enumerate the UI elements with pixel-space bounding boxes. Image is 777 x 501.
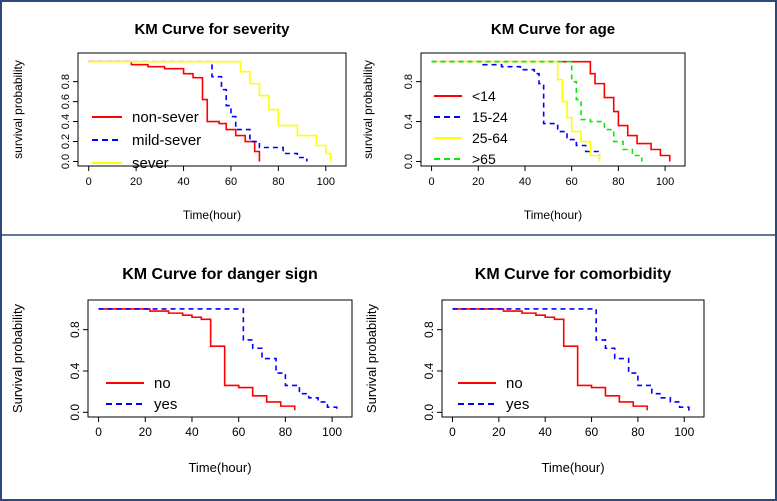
x-tick-label: 80 bbox=[272, 176, 284, 188]
legend-label: <14 bbox=[472, 88, 496, 104]
legend-label: >65 bbox=[472, 151, 496, 167]
y-tick-label: 0.8 bbox=[403, 74, 415, 89]
y-axis-label: Survival probability bbox=[364, 303, 379, 413]
x-tick-label: 80 bbox=[631, 425, 645, 439]
legend-label: 25-64 bbox=[472, 130, 508, 146]
y-tick-label: 0.4 bbox=[60, 114, 72, 129]
x-tick-label: 0 bbox=[95, 425, 102, 439]
x-tick-label: 0 bbox=[86, 176, 92, 188]
x-tick-label: 40 bbox=[539, 425, 553, 439]
km-curve--65 bbox=[431, 60, 643, 162]
km-curve-25-64 bbox=[431, 60, 601, 162]
x-axis-label: Time(hour) bbox=[524, 208, 582, 222]
km-curve-yes bbox=[452, 308, 690, 413]
x-tick-label: 60 bbox=[225, 176, 237, 188]
x-tick-label: 100 bbox=[656, 176, 674, 188]
y-tick-label: 0.8 bbox=[60, 74, 72, 89]
y-tick-label: 0.8 bbox=[422, 321, 436, 338]
x-tick-label: 60 bbox=[585, 425, 599, 439]
x-tick-label: 20 bbox=[472, 176, 484, 188]
y-axis-label: survival probability bbox=[361, 60, 375, 159]
y-tick-label: 0.0 bbox=[68, 404, 82, 421]
y-tick-label: 0.0 bbox=[60, 154, 72, 169]
x-tick-label: 80 bbox=[279, 425, 293, 439]
x-tick-label: 40 bbox=[185, 425, 199, 439]
y-tick-label: 0.4 bbox=[68, 362, 82, 379]
x-axis-label: Time(hour) bbox=[188, 460, 251, 475]
x-tick-label: 100 bbox=[317, 176, 335, 188]
chart-panel-3: KM Curve for danger sign 0 20 40 60 80 100 0.0 0… bbox=[10, 266, 353, 475]
y-tick-label: 0.8 bbox=[68, 321, 82, 338]
km-curve-no bbox=[452, 308, 648, 411]
km-curve-mild-sever bbox=[88, 60, 308, 162]
km-curve-non-sever bbox=[88, 60, 261, 162]
legend-label: no bbox=[154, 375, 171, 392]
x-tick-label: 20 bbox=[139, 425, 153, 439]
x-tick-label: 100 bbox=[674, 425, 694, 439]
km-curve-sever bbox=[88, 60, 332, 162]
y-tick-label: 0.6 bbox=[60, 94, 72, 109]
plot-area bbox=[420, 52, 686, 167]
x-tick-label: 100 bbox=[322, 425, 342, 439]
y-axis-label: survival probability bbox=[11, 60, 25, 159]
chart-panel-2: KM Curve for age 0 20 40 60 80 100 0.0 0.4 0.8 Tim… bbox=[361, 21, 686, 222]
y-tick-label: 0.0 bbox=[422, 404, 436, 421]
x-tick-label: 40 bbox=[177, 176, 189, 188]
x-axis-label: Time(hour) bbox=[183, 208, 241, 222]
legend-label: yes bbox=[154, 396, 177, 413]
x-tick-label: 60 bbox=[566, 176, 578, 188]
legend-label: non-sever bbox=[132, 109, 199, 126]
chart-title: KM Curve for age bbox=[491, 21, 615, 38]
y-tick-label: 0.4 bbox=[422, 362, 436, 379]
legend-label: no bbox=[506, 375, 523, 392]
legend-label: sever bbox=[132, 155, 169, 172]
chart-panel-1: KM Curve for severity 0 20 40 60 80 100 0.0 0.2 0… bbox=[11, 21, 347, 222]
y-tick-label: 0.2 bbox=[60, 134, 72, 149]
km-curve-no bbox=[98, 308, 296, 411]
chart-title: KM Curve for severity bbox=[134, 21, 290, 38]
chart-panel-4: KM Curve for comorbidity 0 20 40 60 80 100 0.0 0… bbox=[364, 266, 705, 475]
x-tick-label: 20 bbox=[492, 425, 506, 439]
chart-title: KM Curve for danger sign bbox=[122, 266, 318, 283]
x-tick-label: 0 bbox=[449, 425, 456, 439]
x-tick-label: 20 bbox=[130, 176, 142, 188]
plot-area bbox=[441, 299, 705, 418]
x-tick-label: 80 bbox=[612, 176, 624, 188]
km-curve-yes bbox=[98, 308, 338, 413]
chart-title: KM Curve for comorbidity bbox=[475, 266, 672, 283]
y-tick-label: 0.4 bbox=[403, 114, 415, 129]
plot-area bbox=[77, 52, 347, 167]
km-curve--14 bbox=[431, 60, 671, 162]
y-tick-label: 0.0 bbox=[403, 154, 415, 169]
x-tick-label: 60 bbox=[232, 425, 246, 439]
x-tick-label: 0 bbox=[428, 176, 434, 188]
legend-label: 15-24 bbox=[472, 109, 508, 125]
y-axis-label: Survival probability bbox=[10, 303, 25, 413]
legend-label: mild-sever bbox=[132, 132, 201, 149]
plot-area bbox=[87, 299, 353, 418]
x-axis-label: Time(hour) bbox=[541, 460, 604, 475]
legend-label: yes bbox=[506, 396, 529, 413]
km-curve-15-24 bbox=[431, 60, 601, 162]
x-tick-label: 40 bbox=[519, 176, 531, 188]
